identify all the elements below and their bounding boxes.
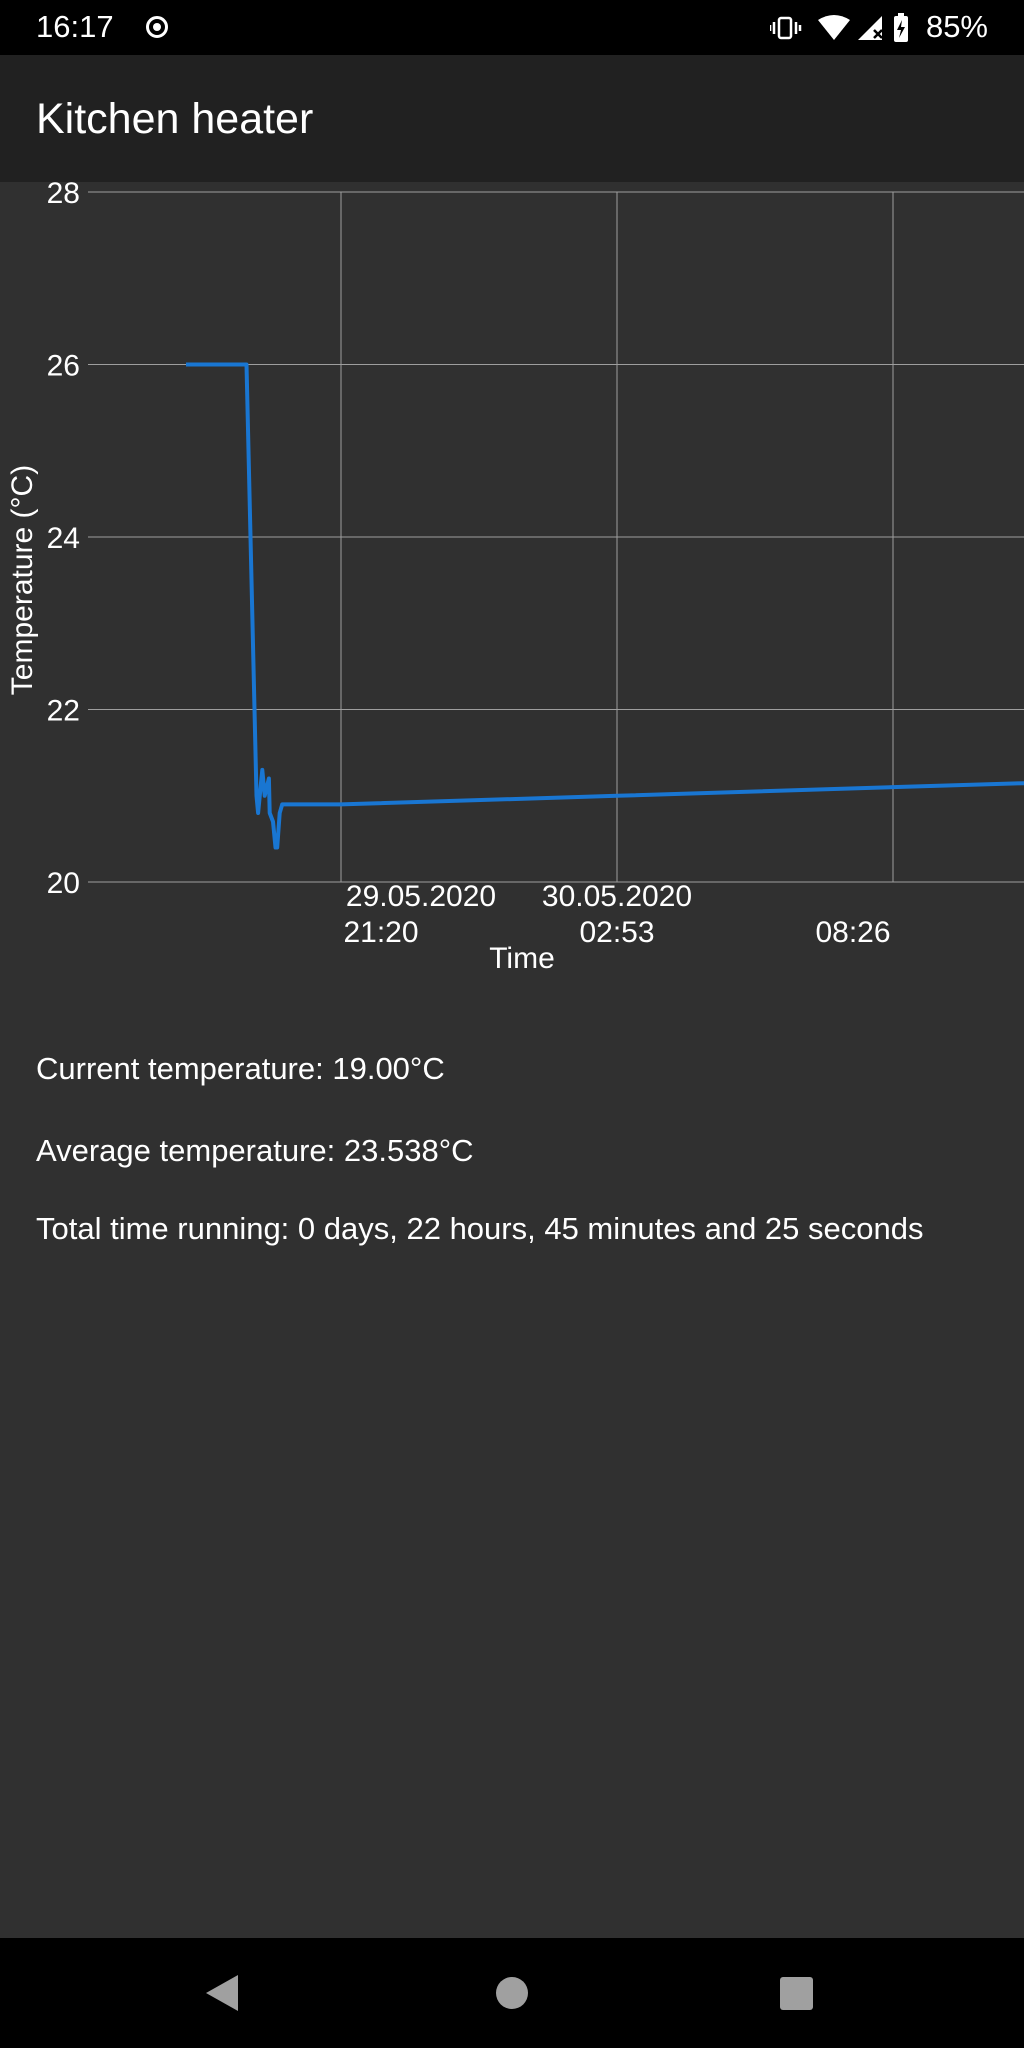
- total-time-running: Total time running: 0 days, 22 hours, 45…: [36, 1211, 924, 1246]
- wifi-icon: [818, 15, 850, 40]
- y-tick-label: 22: [47, 695, 80, 728]
- status-bar: 16:17 85%: [0, 0, 1024, 55]
- status-icons: [770, 13, 908, 42]
- record-icon: [146, 16, 168, 38]
- app-bar: Kitchen heater: [0, 55, 1024, 182]
- y-tick-label: 28: [47, 182, 80, 210]
- battery-charging-icon: [894, 13, 908, 42]
- y-axis-label: Temperature (°C): [6, 465, 39, 695]
- navigation-bar: [0, 1938, 1024, 2048]
- x-tick-label-time: 08:26: [815, 916, 890, 949]
- x-tick-label-time: 21:20: [343, 916, 418, 949]
- battery-percentage: 85%: [925, 9, 988, 44]
- average-temperature: Average temperature: 23.538°C: [36, 1133, 474, 1168]
- app-title: Kitchen heater: [36, 95, 314, 143]
- x-tick-label-date: 30.05.2020: [542, 880, 692, 913]
- y-tick-label: 24: [47, 522, 80, 555]
- vibrate-icon: [770, 16, 802, 40]
- x-tick-label-date: 29.05.2020: [346, 880, 496, 913]
- y-tick-label: 20: [47, 867, 80, 900]
- y-axis-ticks: 20 22 24 26 28: [47, 182, 80, 900]
- home-icon[interactable]: [496, 1977, 528, 2009]
- temperature-series-line: [186, 362, 1024, 850]
- current-temperature: Current temperature: 19.00°C: [36, 1051, 445, 1086]
- cellular-no-signal-icon: [858, 16, 883, 40]
- chart-grid: [88, 191, 1024, 883]
- recents-icon[interactable]: [780, 1977, 813, 2010]
- x-axis-label: Time: [489, 942, 555, 975]
- back-icon[interactable]: [206, 1975, 238, 2011]
- y-tick-label: 26: [47, 350, 80, 383]
- x-tick-label-time: 02:53: [579, 916, 654, 949]
- status-time: 16:17: [36, 9, 114, 44]
